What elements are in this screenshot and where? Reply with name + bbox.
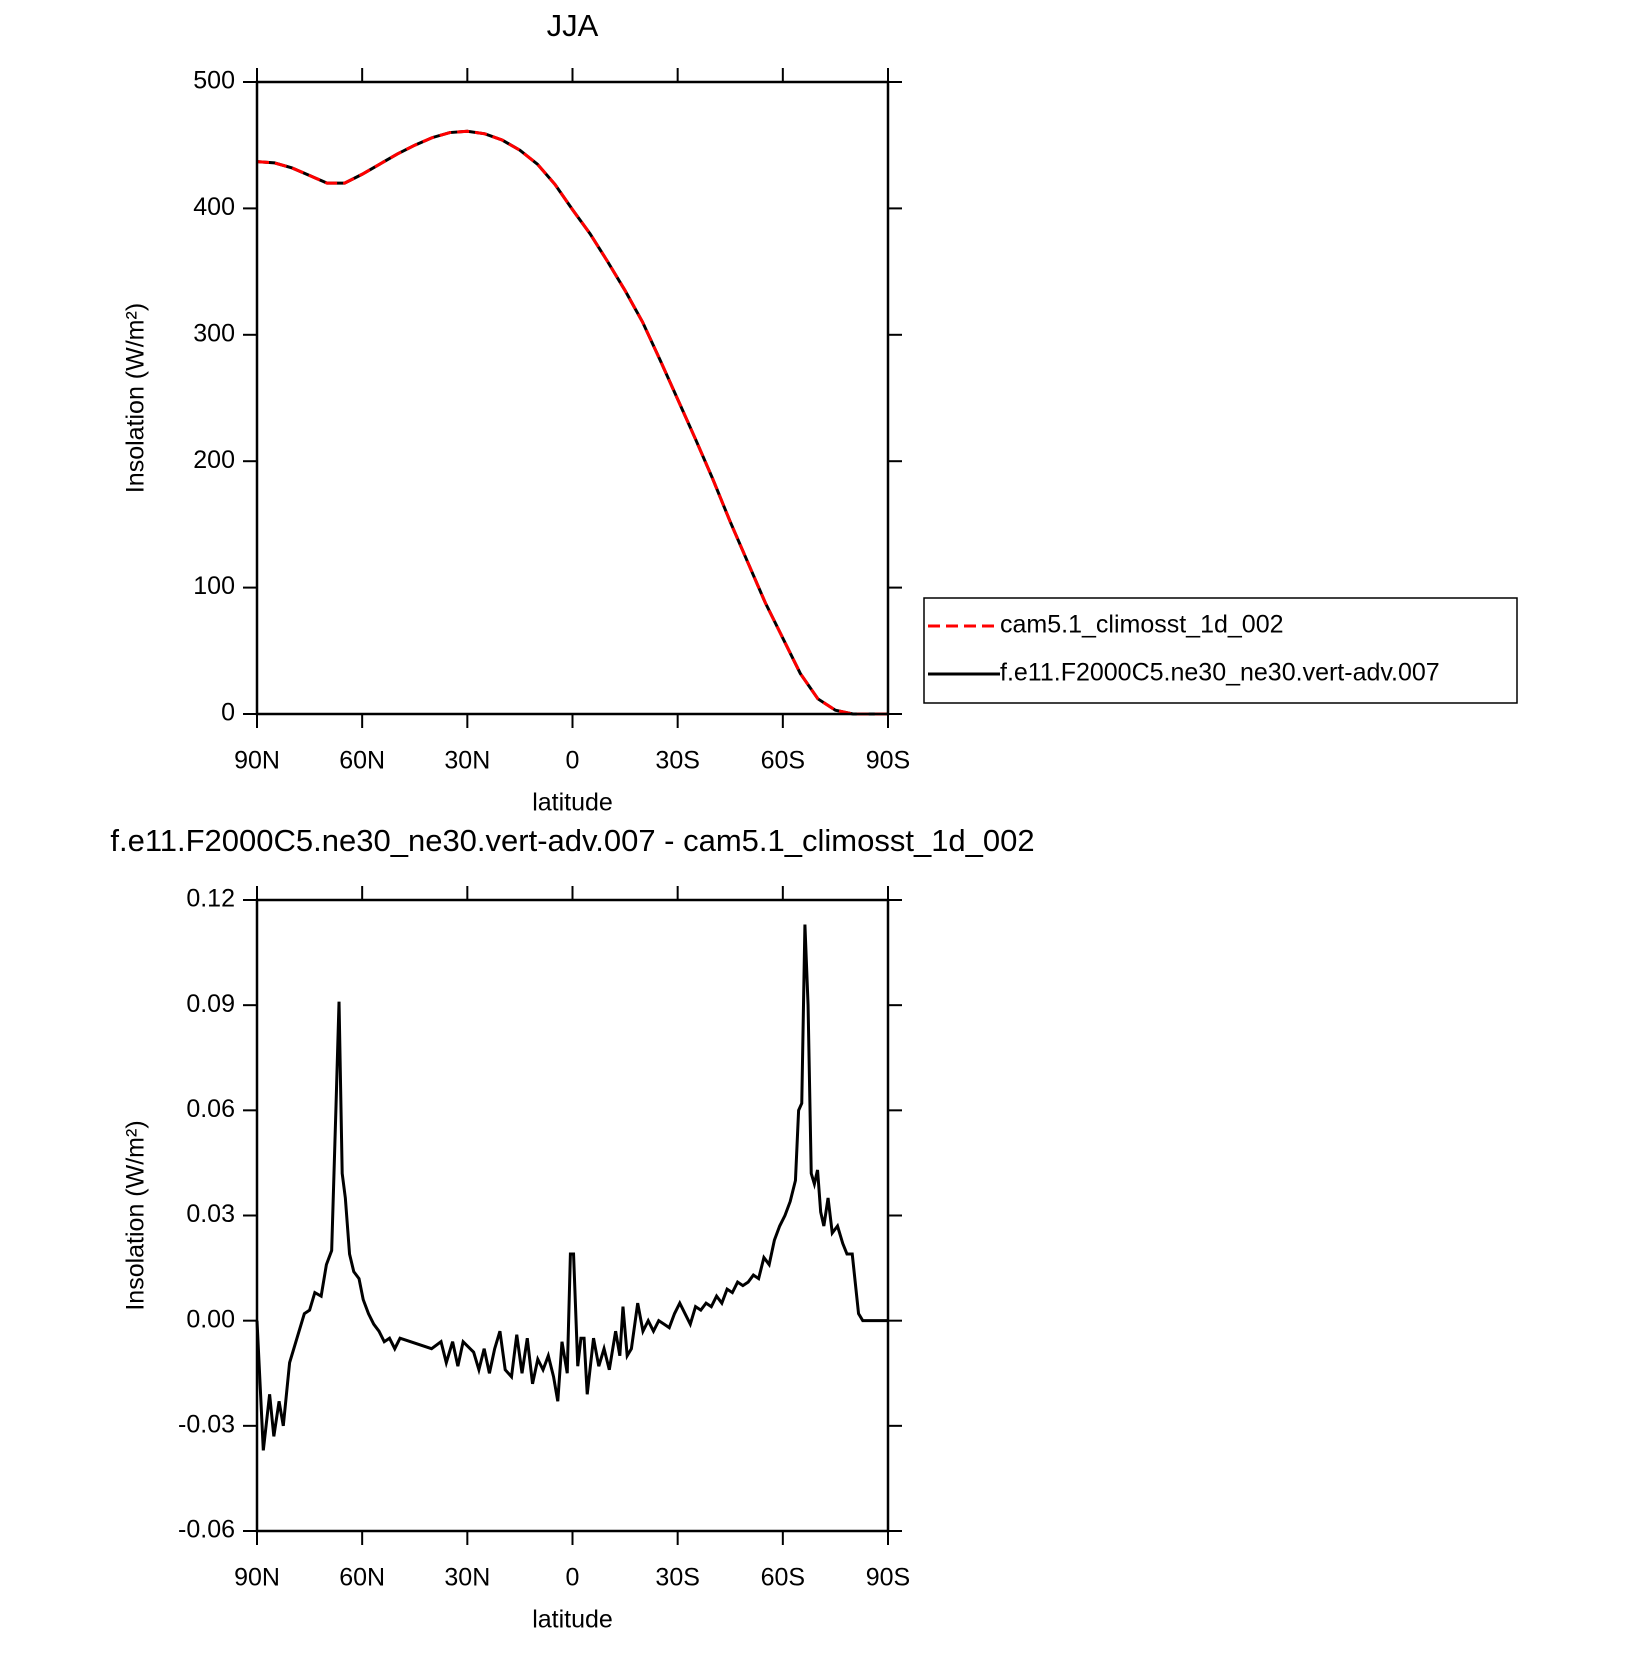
legend-label: f.e11.F2000C5.ne30_ne30.vert-adv.007 (1000, 659, 1440, 687)
chart-title: JJA (547, 8, 599, 43)
plot-frame (255, 898, 890, 1533)
legend-box (923, 597, 1518, 704)
x-tick-label: 60N (339, 1564, 385, 1592)
x-tick-label: 30N (444, 1564, 490, 1592)
y-tick-label: 0.03 (186, 1200, 235, 1228)
y-tick-label: 0.06 (186, 1095, 235, 1123)
x-tick-label: 30S (655, 747, 699, 775)
y-tick-label: 0 (221, 699, 235, 727)
chart-title: f.e11.F2000C5.ne30_ne30.vert-adv.007 - c… (110, 823, 1034, 858)
line-series (255, 924, 888, 1451)
y-tick-label: 500 (193, 67, 235, 95)
y-tick-label: 200 (193, 446, 235, 474)
x-tick-label: 0 (566, 1564, 580, 1592)
legend-label: cam5.1_climosst_1d_002 (1000, 611, 1284, 639)
y-tick-label: 300 (193, 319, 235, 347)
x-tick-label: 90N (234, 747, 280, 775)
x-tick-label: 60N (339, 747, 385, 775)
plot-frame (255, 80, 890, 716)
x-tick-label: 90N (234, 1564, 280, 1592)
x-tick-label: 60S (761, 747, 805, 775)
y-tick-label: 0.00 (186, 1305, 235, 1333)
x-tick-label: 30N (444, 747, 490, 775)
y-tick-label: 0.12 (186, 885, 235, 913)
x-axis-label: latitude (532, 789, 613, 817)
line-series (256, 129, 888, 716)
y-axis-label: Insolation (W/m²) (122, 303, 150, 493)
y-tick-label: 0.09 (186, 990, 235, 1018)
y-tick-label: 400 (193, 193, 235, 221)
x-tick-label: 90S (866, 747, 910, 775)
x-tick-label: 0 (566, 747, 580, 775)
y-tick-label: -0.03 (178, 1410, 235, 1438)
x-tick-label: 30S (655, 1564, 699, 1592)
y-tick-label: -0.06 (178, 1516, 235, 1544)
y-tick-label: 100 (193, 572, 235, 600)
x-axis-label: latitude (532, 1606, 613, 1634)
x-tick-label: 90S (866, 1564, 910, 1592)
x-tick-label: 60S (761, 1564, 805, 1592)
y-axis-label: Insolation (W/m²) (122, 1120, 150, 1310)
